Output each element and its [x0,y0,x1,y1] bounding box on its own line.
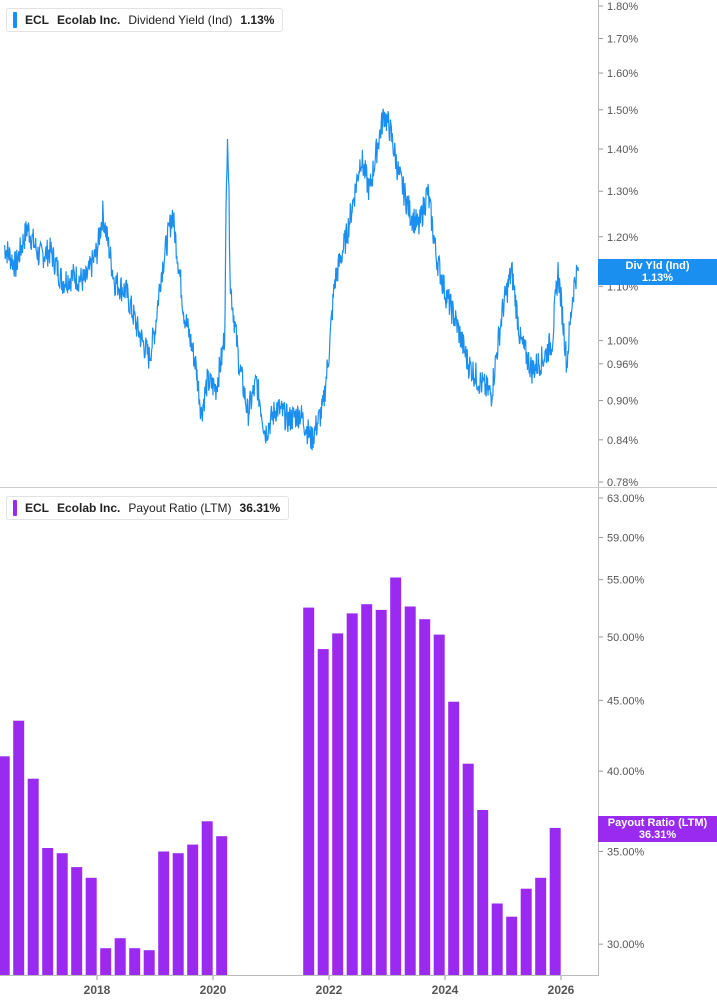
y-tick-label: 1.00% [607,336,638,348]
legend-ticker: ECL [25,13,49,27]
y-tick-label: 1.70% [607,34,638,46]
x-tick-label: 2018 [84,983,111,997]
payout-ratio-bar [201,821,213,975]
y-tick-label: 1.80% [607,1,638,13]
payout-ratio-bar [535,877,547,975]
x-tick-label: 2026 [548,983,575,997]
dividend-yield-line [3,108,579,451]
payout-ratio-value-tag: Payout Ratio (LTM) 36.31% [598,815,717,842]
payout-ratio-bar [129,948,141,975]
payout-ratio-bar [506,916,518,975]
payout-ratio-bar [332,633,344,975]
dividend-yield-legend[interactable]: ECL Ecolab Inc. Dividend Yield (Ind) 1.1… [6,8,284,32]
payout-ratio-bar [172,853,184,975]
legend-ticker: ECL [25,501,49,515]
y-tick-label: 45.00% [607,695,645,707]
payout-ratio-bar [85,877,97,975]
y-tick-label: 0.84% [607,435,638,447]
tag-value: 36.31% [638,828,677,841]
y-tick-label: 0.90% [607,396,638,408]
payout-ratio-bar [42,848,54,975]
legend-company: Ecolab Inc. [57,501,121,515]
payout-ratio-panel: 30.00% 35.00% 40.00% 45.00% 50.00% 55.00% 59.0… [0,493,645,997]
payout-ratio-bar [404,606,416,975]
y-tick-label: 1.20% [607,232,638,244]
x-tick-label: 2024 [432,983,459,997]
dividend-yield-panel: 0.78%0.84%0.90%0.96%1.00%1.10%1.20%1.30%… [3,1,638,489]
payout-ratio-bar [390,577,402,975]
dividend-yield-swatch [13,12,17,28]
payout-ratio-bar [477,810,489,975]
legend-metric: Payout Ratio (LTM) [128,501,232,515]
payout-ratio-bar [158,851,170,975]
payout-ratio-bar [462,763,474,975]
payout-ratio-swatch [13,500,17,516]
y-tick-label: 40.00% [607,766,645,778]
payout-ratio-bar [27,778,39,975]
legend-metric: Dividend Yield (Ind) [128,13,233,27]
tag-label: Payout Ratio (LTM) [607,816,708,829]
legend-company: Ecolab Inc. [57,13,121,27]
payout-ratio-bar [216,836,228,975]
legend-current-value: 1.13% [240,13,275,27]
y-tick-label: 0.78% [607,477,638,489]
payout-ratio-bar [56,853,68,975]
payout-ratio-bar [114,938,126,975]
y-tick-label: 59.00% [607,532,645,544]
payout-ratio-bar [303,607,315,975]
y-tick-label: 63.00% [607,493,645,505]
tag-value: 1.13% [641,272,674,284]
x-tick-label: 2022 [316,983,343,997]
payout-ratio-legend[interactable]: ECL Ecolab Inc. Payout Ratio (LTM) 36.31… [6,496,290,520]
chart-frame [0,0,717,976]
dividend-yield-value-tag: Div Yld (Ind) 1.13% [598,259,717,285]
payout-ratio-bar [13,720,25,975]
payout-ratio-bar [0,756,10,975]
x-tick-label: 2020 [200,983,227,997]
y-tick-label: 0.96% [607,359,638,371]
payout-ratio-bar [375,609,387,975]
payout-ratio-bar [433,634,445,975]
payout-ratio-bar [71,867,83,975]
y-tick-label: 1.30% [607,186,638,198]
y-tick-label: 1.50% [607,105,638,117]
payout-ratio-bar [346,613,358,975]
legend-current-value: 36.31% [239,501,281,515]
y-tick-label: 50.00% [607,632,645,644]
payout-ratio-bar [549,827,561,975]
payout-ratio-bar [419,619,431,975]
payout-ratio-bar [448,701,460,975]
payout-ratio-bar [187,844,199,975]
tag-label: Div Yld (Ind) [625,260,690,272]
y-tick-label: 30.00% [607,939,645,951]
y-tick-label: 1.40% [607,144,638,156]
payout-ratio-bar [361,604,373,975]
y-tick-label: 55.00% [607,575,645,587]
payout-ratio-bar [491,903,503,975]
payout-ratio-bar [100,948,112,975]
y-tick-label: 35.00% [607,846,645,858]
y-tick-label: 1.60% [607,68,638,80]
payout-ratio-bar [520,888,532,975]
payout-ratio-bar [317,649,329,975]
payout-ratio-bar [143,950,155,975]
